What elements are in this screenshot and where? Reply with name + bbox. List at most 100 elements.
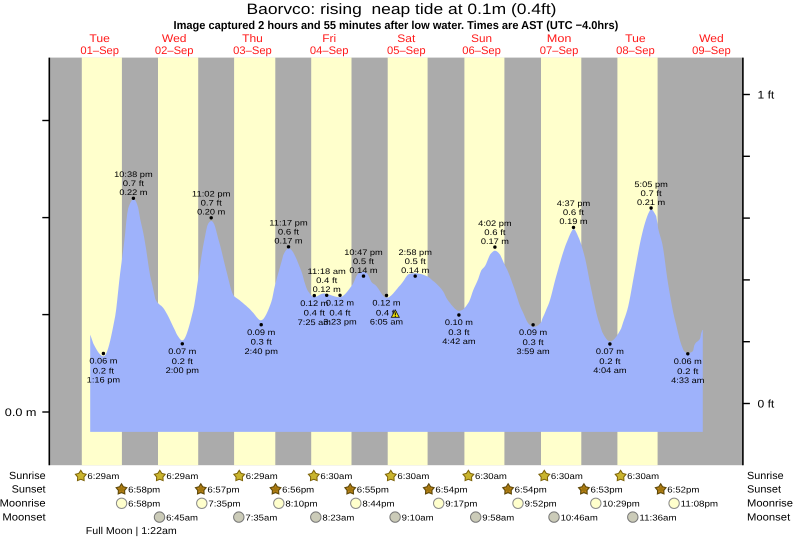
svg-text:6:52pm: 6:52pm	[667, 485, 699, 495]
svg-text:8:23am: 8:23am	[322, 512, 354, 522]
svg-text:6:30am: 6:30am	[397, 471, 429, 481]
svg-text:1 ft: 1 ft	[758, 89, 775, 101]
svg-text:6:56pm: 6:56pm	[282, 485, 314, 495]
svg-text:4:33 am: 4:33 am	[671, 376, 705, 385]
svg-text:11:17 pm: 11:17 pm	[269, 219, 308, 228]
svg-text:7:35am: 7:35am	[245, 512, 277, 522]
svg-text:0.20 m: 0.20 m	[197, 208, 225, 217]
svg-text:0.4 ft: 0.4 ft	[304, 309, 326, 318]
svg-text:6:53pm: 6:53pm	[591, 485, 623, 495]
svg-text:0.12 m: 0.12 m	[313, 285, 341, 294]
svg-text:0 ft: 0 ft	[758, 398, 775, 410]
svg-text:4:04 am: 4:04 am	[593, 366, 627, 375]
svg-text:3:59 am: 3:59 am	[517, 347, 551, 356]
svg-text:6:29am: 6:29am	[166, 471, 198, 481]
svg-text:01–Sep: 01–Sep	[80, 45, 119, 57]
svg-text:8:10pm: 8:10pm	[285, 499, 317, 509]
svg-text:6:58pm: 6:58pm	[128, 499, 160, 509]
svg-text:08–Sep: 08–Sep	[616, 45, 655, 57]
svg-text:0.09 m: 0.09 m	[519, 328, 547, 337]
svg-text:Fri: Fri	[322, 33, 336, 45]
svg-text:1:16 pm: 1:16 pm	[87, 376, 121, 385]
svg-text:0.09 m: 0.09 m	[247, 328, 275, 337]
svg-text:6:30am: 6:30am	[475, 471, 507, 481]
svg-text:6:30am: 6:30am	[320, 471, 352, 481]
svg-text:6:45am: 6:45am	[166, 512, 198, 522]
svg-text:03–Sep: 03–Sep	[233, 45, 272, 57]
svg-text:Mon: Mon	[547, 33, 572, 45]
svg-text:7:25 am: 7:25 am	[298, 318, 332, 327]
svg-text:0.6 ft: 0.6 ft	[484, 228, 506, 237]
svg-text:0.21 m: 0.21 m	[637, 198, 665, 207]
svg-text:0.6 ft: 0.6 ft	[278, 228, 300, 237]
svg-text:0.19 m: 0.19 m	[559, 217, 587, 226]
svg-text:5:05 pm: 5:05 pm	[634, 180, 668, 189]
svg-text:0.2 ft: 0.2 ft	[172, 357, 194, 366]
svg-text:11:36am: 11:36am	[639, 512, 676, 522]
svg-text:Tue: Tue	[625, 33, 646, 45]
svg-text:07–Sep: 07–Sep	[540, 45, 579, 57]
svg-text:0.2 ft: 0.2 ft	[599, 357, 621, 366]
svg-text:0.6 ft: 0.6 ft	[563, 208, 585, 217]
svg-text:0.17 m: 0.17 m	[274, 237, 302, 246]
svg-text:6:54pm: 6:54pm	[435, 485, 467, 495]
svg-text:0.5 ft: 0.5 ft	[353, 257, 375, 266]
svg-text:Sunrise: Sunrise	[9, 471, 46, 482]
svg-text:Thu: Thu	[242, 33, 263, 45]
svg-text:0.4 ft: 0.4 ft	[329, 308, 351, 317]
svg-text:Wed: Wed	[162, 33, 187, 45]
svg-text:Tue: Tue	[89, 33, 110, 45]
svg-text:0.3 ft: 0.3 ft	[523, 338, 545, 347]
svg-text:Baorvco: rising neap tide at: Baorvco: rising neap tide at 0.1m (0.4ft…	[247, 1, 557, 18]
svg-text:Sun: Sun	[471, 33, 492, 45]
svg-text:6:58pm: 6:58pm	[128, 485, 160, 495]
svg-text:9:17pm: 9:17pm	[445, 499, 477, 509]
svg-text:6:54pm: 6:54pm	[515, 485, 547, 495]
svg-text:9:58am: 9:58am	[482, 512, 514, 522]
svg-text:4:42 am: 4:42 am	[442, 337, 476, 346]
svg-text:06–Sep: 06–Sep	[462, 45, 501, 57]
svg-text:0.12 m: 0.12 m	[300, 299, 328, 308]
svg-text:4:02 pm: 4:02 pm	[478, 219, 512, 228]
svg-text:Full Moon | 1:22am: Full Moon | 1:22am	[86, 526, 177, 537]
svg-text:4:37 pm: 4:37 pm	[557, 199, 591, 208]
svg-text:0.4 ft: 0.4 ft	[316, 276, 338, 285]
svg-text:Sunset: Sunset	[747, 485, 781, 496]
svg-text:6:30am: 6:30am	[551, 471, 583, 481]
svg-text:10:38 pm: 10:38 pm	[114, 170, 153, 179]
svg-text:0.12 m: 0.12 m	[372, 299, 400, 308]
svg-text:2:40 pm: 2:40 pm	[245, 347, 279, 356]
svg-text:0.7 ft: 0.7 ft	[641, 189, 663, 198]
svg-text:6:29am: 6:29am	[87, 471, 119, 481]
svg-text:Image captured 2 hours and 55: Image captured 2 hours and 55 minutes af…	[174, 20, 619, 32]
svg-text:0.7 ft: 0.7 ft	[123, 179, 145, 188]
svg-text:6:05 am: 6:05 am	[370, 318, 404, 327]
svg-text:0.3 ft: 0.3 ft	[448, 328, 470, 337]
svg-text:04–Sep: 04–Sep	[310, 45, 349, 57]
svg-text:0.14 m: 0.14 m	[349, 266, 377, 275]
svg-text:0.06 m: 0.06 m	[674, 357, 702, 366]
svg-text:0.06 m: 0.06 m	[89, 357, 117, 366]
svg-text:Sat: Sat	[397, 33, 415, 45]
svg-text:Moonrise: Moonrise	[747, 499, 793, 510]
svg-text:3:23 pm: 3:23 pm	[323, 318, 357, 327]
svg-text:2:58 pm: 2:58 pm	[399, 248, 433, 257]
svg-text:0.14 m: 0.14 m	[401, 266, 429, 275]
svg-text:6:57pm: 6:57pm	[207, 485, 239, 495]
svg-text:0.2 ft: 0.2 ft	[93, 367, 115, 376]
svg-text:0.07 m: 0.07 m	[596, 347, 624, 356]
svg-text:6:55pm: 6:55pm	[357, 485, 389, 495]
svg-text:9:10am: 9:10am	[402, 512, 434, 522]
svg-text:Sunrise: Sunrise	[747, 471, 784, 482]
svg-text:0.10 m: 0.10 m	[445, 318, 473, 327]
svg-text:05–Sep: 05–Sep	[387, 45, 426, 57]
svg-text:6:29am: 6:29am	[246, 471, 278, 481]
svg-text:6:30am: 6:30am	[627, 471, 659, 481]
svg-text:2:00 pm: 2:00 pm	[166, 366, 200, 375]
svg-text:0.17 m: 0.17 m	[481, 237, 509, 246]
svg-text:0.2 ft: 0.2 ft	[677, 367, 699, 376]
svg-text:0.12 m: 0.12 m	[326, 299, 354, 308]
svg-text:10:29pm: 10:29pm	[602, 499, 639, 509]
svg-text:0.0 m: 0.0 m	[5, 407, 37, 419]
svg-text:Moonset: Moonset	[2, 512, 45, 523]
